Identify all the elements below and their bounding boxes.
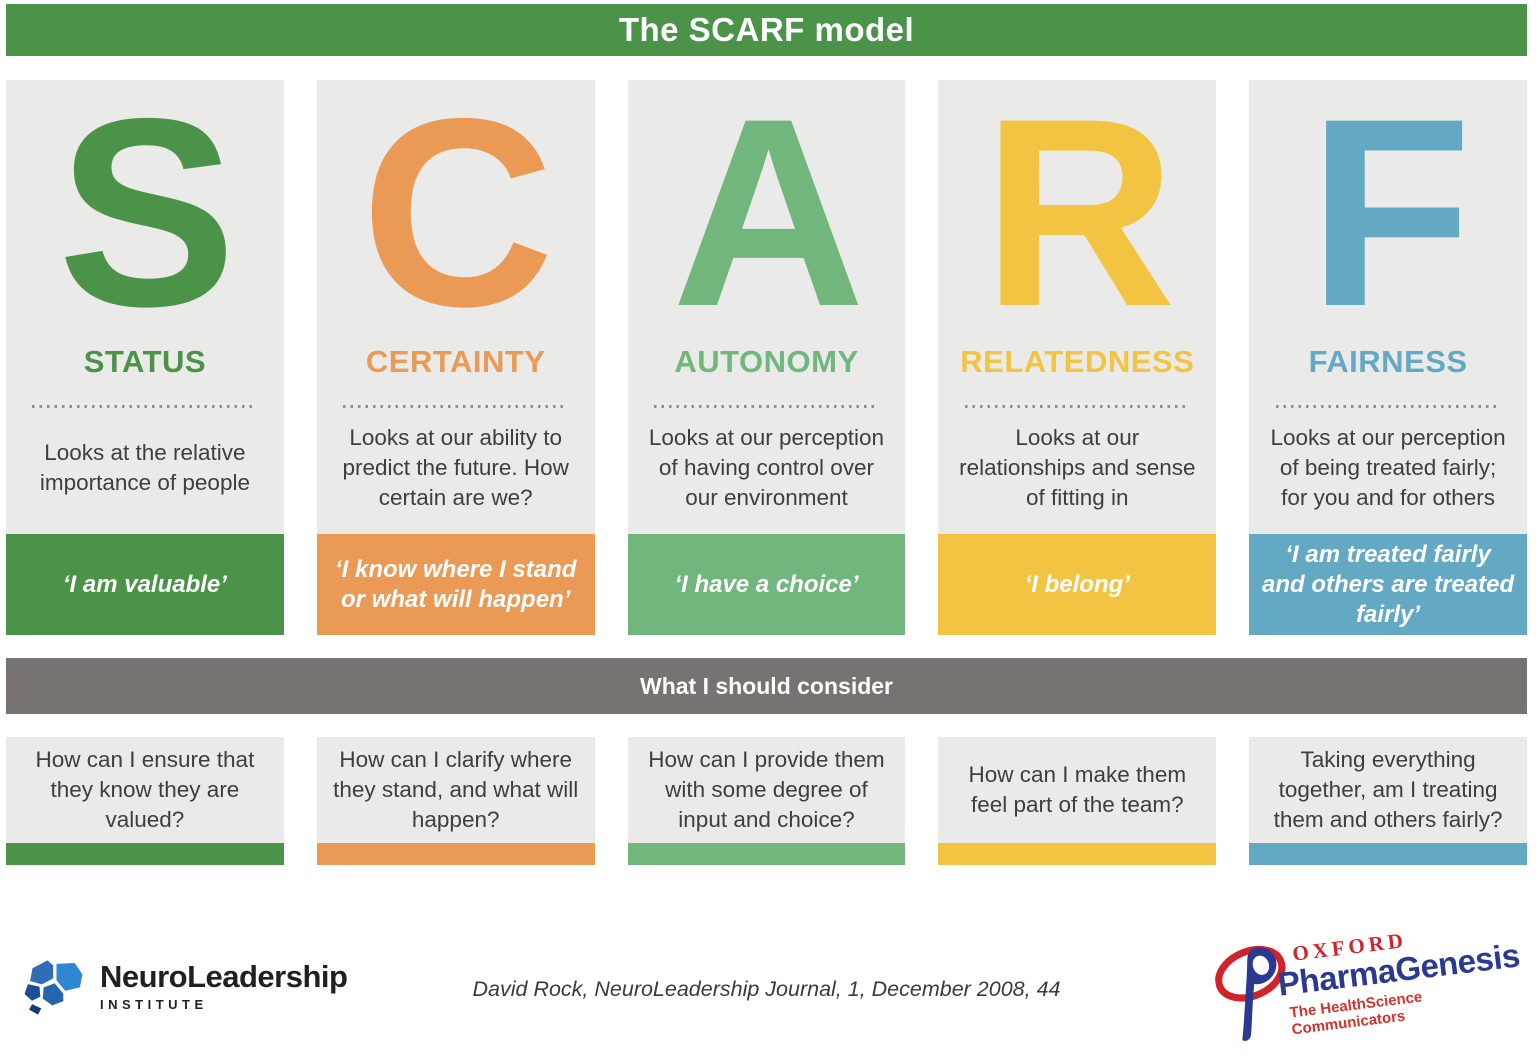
quote-fairness: ‘I am treated fairly and others are trea…	[1249, 534, 1527, 635]
quote-certainty: ‘I know where I stand or what will happe…	[316, 534, 595, 635]
card-autonomy: A AUTONOMY Looks at our perception of ha…	[627, 62, 906, 635]
letter-a: A	[671, 62, 866, 362]
quote-autonomy: ‘I have a choice’	[627, 534, 906, 635]
letter-r: R	[982, 62, 1177, 362]
card-relatedness: R RELATEDNESS Looks at our relationships…	[938, 62, 1217, 635]
quote-status: ‘I am valuable’	[6, 534, 284, 635]
dotted-divider	[653, 405, 879, 408]
neuroleadership-logo: NeuroLeadership INSTITUTE	[20, 957, 348, 1017]
question-fairness: Taking everything together, am I treatin…	[1249, 737, 1527, 865]
question-text-fairness: Taking everything together, am I treatin…	[1273, 747, 1503, 832]
description-autonomy: Looks at our perception of having contro…	[648, 425, 885, 510]
question-certainty: How can I clarify where they stand, and …	[316, 737, 595, 865]
card-title-relatedness: RELATEDNESS	[960, 344, 1195, 379]
card-title-certainty: CERTAINTY	[365, 344, 546, 379]
dotted-divider	[32, 405, 258, 408]
card-title-autonomy: AUTONOMY	[674, 344, 859, 379]
neuroleadership-subtitle: INSTITUTE	[100, 997, 208, 1012]
card-title-fairness: FAIRNESS	[1308, 344, 1468, 379]
scarf-cards-row: S STATUS Looks at the relative importanc…	[6, 62, 1527, 635]
letter-s: S	[57, 62, 237, 362]
page-title: The SCARF model	[618, 11, 915, 48]
quote-relatedness: ‘I belong’	[938, 534, 1217, 635]
neuroleadership-wordmark-block: NeuroLeadership INSTITUTE	[100, 957, 348, 1012]
question-relatedness: How can I make them feel part of the tea…	[938, 737, 1217, 865]
question-status: How can I ensure that they know they are…	[6, 737, 284, 865]
card-certainty: C CERTAINTY Looks at our ability to pred…	[316, 62, 595, 635]
dotted-divider	[1275, 405, 1501, 408]
card-fairness: F FAIRNESS Looks at our perception of be…	[1249, 62, 1527, 635]
neuroleadership-wordmark: NeuroLeadership	[100, 959, 348, 994]
pharmagenesis-p-icon	[1215, 945, 1286, 1041]
question-autonomy: How can I provide them with some degree …	[627, 737, 906, 865]
consider-banner: What I should consider	[6, 658, 1527, 714]
dotted-divider	[343, 405, 569, 408]
dotted-divider	[964, 405, 1190, 408]
brain-icon	[22, 958, 85, 1017]
letter-f: F	[1308, 62, 1472, 362]
description-certainty: Looks at our ability to predict the futu…	[342, 425, 569, 510]
question-text-certainty: How can I clarify where they stand, and …	[333, 747, 579, 832]
question-color-bar	[1249, 843, 1527, 865]
citation: David Rock, NeuroLeadership Journal, 1, …	[472, 977, 1061, 1001]
description-fairness: Looks at our perception of being treated…	[1270, 425, 1506, 510]
card-title-status: STATUS	[83, 344, 207, 379]
questions-row: How can I ensure that they know they are…	[6, 737, 1527, 865]
card-status: S STATUS Looks at the relative importanc…	[6, 62, 284, 635]
description-status: Looks at the relative importance of peop…	[39, 440, 250, 495]
pharmagenesis-logo: OXFORD PharmaGenesis The HealthScience C…	[1211, 907, 1524, 1058]
description-relatedness: Looks at our relationships and sense of …	[959, 425, 1196, 510]
question-text-relatedness: How can I make them feel part of the tea…	[968, 762, 1187, 817]
question-text-status: How can I ensure that they know they are…	[35, 747, 255, 832]
consider-banner-label: What I should consider	[639, 672, 893, 699]
letter-c: C	[360, 62, 555, 362]
title-banner: The SCARF model	[6, 4, 1527, 56]
footer: NeuroLeadership INSTITUTE David Rock, Ne…	[6, 865, 1527, 1057]
question-color-bar	[938, 843, 1217, 865]
question-color-bar	[627, 843, 906, 865]
question-color-bar	[6, 843, 284, 865]
question-text-autonomy: How can I provide them with some degree …	[648, 747, 885, 832]
question-color-bar	[316, 843, 595, 865]
